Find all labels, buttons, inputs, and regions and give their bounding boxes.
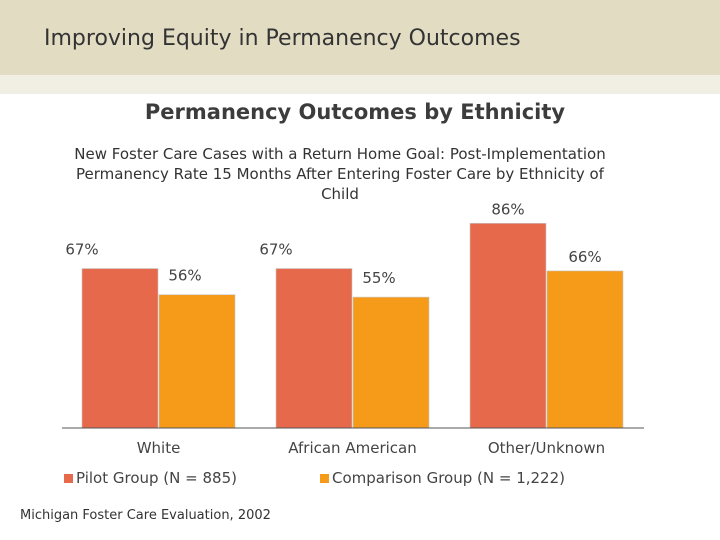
data-label-pilot-0: 67% xyxy=(65,241,98,259)
bar-comparison-1 xyxy=(352,296,430,429)
data-label-comparison-0: 56% xyxy=(168,267,201,285)
data-label-pilot-1: 67% xyxy=(259,241,292,259)
chart-title: Permanency Outcomes by Ethnicity xyxy=(144,100,566,124)
bar-pilot-2 xyxy=(469,223,547,429)
chart-subtitle: New Foster Care Cases with a Return Home… xyxy=(74,145,606,203)
data-label-pilot-2: 86% xyxy=(491,200,524,218)
legend-swatch-pilot xyxy=(64,473,73,483)
legend-item-comparison: Comparison Group (N = 1,222) xyxy=(320,468,565,488)
legend-swatch-comparison xyxy=(320,473,329,483)
legend-item-pilot: Pilot Group (N = 885) xyxy=(64,468,237,488)
bar-pilot-0 xyxy=(81,268,159,429)
x-tick-label-0: White xyxy=(137,439,181,457)
x-tick-label-2: Other/Unknown xyxy=(488,439,605,457)
x-tick-label-1: African American xyxy=(288,439,416,457)
header-bar xyxy=(0,0,720,75)
header-strip xyxy=(0,75,720,94)
data-label-comparison-1: 55% xyxy=(362,269,395,287)
bar-pilot-1 xyxy=(275,268,353,429)
data-label-comparison-2: 66% xyxy=(568,248,601,266)
legend-label-pilot: Pilot Group (N = 885) xyxy=(76,469,237,487)
bar-comparison-0 xyxy=(158,294,236,429)
bar-comparison-2 xyxy=(546,270,624,429)
legend-label-comparison: Comparison Group (N = 1,222) xyxy=(332,469,565,487)
page-title: Improving Equity in Permanency Outcomes xyxy=(44,26,521,51)
source-note: Michigan Foster Care Evaluation, 2002 xyxy=(20,508,271,523)
